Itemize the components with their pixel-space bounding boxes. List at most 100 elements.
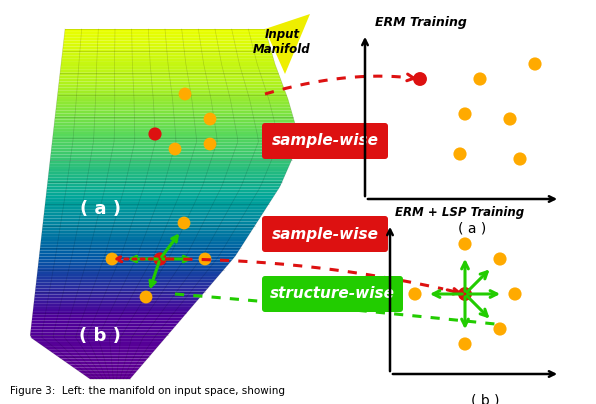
Polygon shape xyxy=(39,259,232,262)
Polygon shape xyxy=(57,102,290,105)
Polygon shape xyxy=(44,216,261,219)
Point xyxy=(155,256,164,262)
Polygon shape xyxy=(44,213,263,216)
Point xyxy=(410,291,420,297)
Polygon shape xyxy=(55,108,291,111)
Point xyxy=(150,131,160,137)
Polygon shape xyxy=(48,181,283,183)
Polygon shape xyxy=(61,359,147,362)
Polygon shape xyxy=(38,268,225,271)
Polygon shape xyxy=(33,306,193,309)
Polygon shape xyxy=(60,73,280,76)
Polygon shape xyxy=(53,131,298,134)
Polygon shape xyxy=(63,44,270,46)
FancyBboxPatch shape xyxy=(262,216,388,252)
Point xyxy=(205,116,215,122)
Polygon shape xyxy=(42,230,252,233)
Polygon shape xyxy=(58,84,284,87)
Text: ( a ): ( a ) xyxy=(79,200,120,218)
Polygon shape xyxy=(32,338,165,341)
Point xyxy=(460,241,470,247)
Polygon shape xyxy=(42,227,254,230)
Polygon shape xyxy=(36,341,163,344)
Text: Input
Manifold: Input Manifold xyxy=(253,28,311,56)
Polygon shape xyxy=(51,149,297,152)
Polygon shape xyxy=(35,292,205,295)
Polygon shape xyxy=(62,53,272,55)
Polygon shape xyxy=(52,137,300,140)
Polygon shape xyxy=(41,242,244,245)
Polygon shape xyxy=(65,29,266,32)
Polygon shape xyxy=(60,67,277,70)
Polygon shape xyxy=(55,116,294,120)
Polygon shape xyxy=(32,321,180,324)
Polygon shape xyxy=(49,166,289,169)
Polygon shape xyxy=(31,326,175,329)
Point xyxy=(170,146,180,152)
Polygon shape xyxy=(35,295,203,297)
Polygon shape xyxy=(50,157,293,160)
Point xyxy=(460,291,470,297)
Polygon shape xyxy=(48,172,287,175)
Polygon shape xyxy=(37,271,222,274)
Point xyxy=(180,91,190,97)
Point xyxy=(495,326,505,332)
Polygon shape xyxy=(45,198,272,201)
Point xyxy=(200,256,210,262)
Point xyxy=(495,256,505,262)
Polygon shape xyxy=(61,64,276,67)
Polygon shape xyxy=(54,120,294,122)
Polygon shape xyxy=(44,347,157,350)
Polygon shape xyxy=(30,335,167,338)
Polygon shape xyxy=(36,286,210,288)
Polygon shape xyxy=(82,373,135,376)
Text: ( b ): ( b ) xyxy=(79,327,121,345)
Polygon shape xyxy=(38,265,228,268)
Polygon shape xyxy=(46,189,278,192)
Text: structure-wise: structure-wise xyxy=(270,286,395,301)
Polygon shape xyxy=(43,221,257,224)
Polygon shape xyxy=(55,111,292,114)
Polygon shape xyxy=(38,262,230,265)
Polygon shape xyxy=(63,46,271,49)
Polygon shape xyxy=(54,128,297,131)
Text: ( b ): ( b ) xyxy=(471,394,499,404)
Polygon shape xyxy=(48,350,155,353)
Polygon shape xyxy=(49,160,291,163)
Polygon shape xyxy=(52,143,299,146)
Polygon shape xyxy=(31,324,178,326)
Polygon shape xyxy=(63,41,269,44)
Polygon shape xyxy=(33,312,188,315)
Polygon shape xyxy=(73,367,140,370)
Polygon shape xyxy=(37,274,220,277)
Polygon shape xyxy=(64,38,268,41)
Polygon shape xyxy=(45,201,271,204)
Polygon shape xyxy=(57,356,150,359)
Text: ERM Training: ERM Training xyxy=(375,16,467,29)
Polygon shape xyxy=(58,90,286,93)
Polygon shape xyxy=(49,169,288,172)
Polygon shape xyxy=(32,318,182,321)
Polygon shape xyxy=(61,55,274,58)
Polygon shape xyxy=(265,14,310,74)
Text: sample-wise: sample-wise xyxy=(272,133,378,149)
Polygon shape xyxy=(86,376,132,379)
Polygon shape xyxy=(34,300,197,303)
Polygon shape xyxy=(46,187,280,189)
Polygon shape xyxy=(32,315,185,318)
Point xyxy=(515,156,524,162)
Polygon shape xyxy=(77,370,138,373)
Polygon shape xyxy=(40,248,241,250)
Text: ERM + LSP Training: ERM + LSP Training xyxy=(395,206,524,219)
Point xyxy=(455,151,465,157)
Point xyxy=(530,61,540,67)
Polygon shape xyxy=(54,122,296,125)
Polygon shape xyxy=(30,329,172,332)
Polygon shape xyxy=(65,362,145,364)
Polygon shape xyxy=(47,183,281,187)
Point xyxy=(415,76,425,82)
Polygon shape xyxy=(39,254,237,257)
Polygon shape xyxy=(54,125,296,128)
Polygon shape xyxy=(60,76,280,79)
Polygon shape xyxy=(46,192,277,195)
